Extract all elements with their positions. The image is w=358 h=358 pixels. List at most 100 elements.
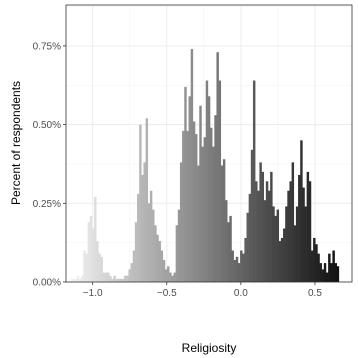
histogram-bar bbox=[186, 130, 189, 282]
histogram-bar bbox=[141, 174, 144, 282]
histogram-bar bbox=[222, 159, 226, 282]
histogram-bar bbox=[147, 203, 151, 282]
histogram-bar bbox=[325, 272, 329, 282]
x-axis: −1.0 −0.5 0.0 0.5 bbox=[83, 282, 322, 299]
histogram-bar bbox=[162, 259, 166, 282]
histogram-bar bbox=[255, 181, 258, 282]
histogram-bar bbox=[310, 250, 314, 282]
histogram-bar bbox=[76, 275, 80, 282]
x-tick-label: −1.0 bbox=[83, 288, 103, 299]
histogram-bar bbox=[227, 222, 230, 282]
y-axis: 0.00% 0.25% 0.50% 0.75% bbox=[33, 41, 66, 289]
histogram-bar bbox=[167, 266, 170, 282]
histogram-bar bbox=[184, 86, 187, 282]
histogram-bar bbox=[313, 237, 316, 282]
histogram-bar bbox=[85, 253, 88, 282]
histogram-bar bbox=[177, 209, 181, 282]
histogram-bar bbox=[173, 272, 176, 282]
histogram-bar bbox=[229, 215, 232, 282]
histogram-bar bbox=[257, 190, 260, 282]
histogram-bar bbox=[302, 187, 305, 282]
histogram-bar bbox=[119, 278, 123, 282]
histogram-bar bbox=[109, 275, 112, 282]
histogram-bar bbox=[104, 272, 108, 282]
histogram-bar bbox=[240, 250, 243, 282]
histogram-bar bbox=[317, 253, 320, 282]
histogram-bar bbox=[169, 272, 172, 282]
histogram-bar bbox=[192, 121, 196, 282]
histogram-bar bbox=[175, 225, 179, 282]
histogram-bar bbox=[246, 212, 249, 282]
histogram-bar bbox=[182, 130, 185, 282]
histogram-bar bbox=[300, 140, 303, 282]
histogram-bar bbox=[263, 200, 267, 282]
histogram-bar bbox=[190, 49, 194, 283]
histogram-bar bbox=[111, 278, 114, 282]
histogram-bar bbox=[160, 250, 164, 282]
histogram-bar bbox=[244, 237, 247, 282]
histogram-bar bbox=[100, 256, 103, 282]
histogram-bar bbox=[214, 115, 217, 282]
histogram-bar bbox=[261, 171, 264, 282]
histogram-bar bbox=[334, 263, 338, 282]
histogram-bar bbox=[89, 215, 93, 282]
histogram-bar bbox=[121, 278, 125, 282]
histogram-bar bbox=[124, 275, 127, 282]
histogram-bar bbox=[289, 181, 292, 282]
histogram-bar bbox=[164, 269, 168, 282]
histogram-bar bbox=[197, 165, 200, 282]
histogram-bar bbox=[149, 190, 153, 282]
histogram-bar bbox=[134, 222, 138, 282]
histogram-bar bbox=[336, 266, 340, 282]
histogram-bar bbox=[70, 278, 73, 282]
histogram-bar bbox=[137, 193, 140, 282]
histogram-bar bbox=[276, 209, 280, 282]
histogram-bar bbox=[188, 96, 191, 282]
histogram-bar bbox=[267, 190, 271, 282]
histogram-bar bbox=[280, 237, 284, 282]
histogram-bar bbox=[328, 253, 331, 282]
histogram-bar bbox=[242, 253, 245, 282]
histogram-bar bbox=[270, 171, 273, 282]
histogram-bar bbox=[319, 263, 322, 282]
histogram-bar bbox=[321, 269, 325, 282]
histogram-bar bbox=[274, 215, 277, 282]
plot-border bbox=[65, 4, 353, 283]
histogram-bar bbox=[94, 197, 97, 282]
histogram-bar bbox=[237, 263, 241, 282]
histogram-bar bbox=[207, 96, 211, 282]
histogram-bar bbox=[308, 181, 312, 282]
histogram-bar bbox=[91, 228, 95, 282]
histogram-bar bbox=[179, 162, 183, 282]
histogram-bar bbox=[201, 146, 204, 282]
histogram-bar bbox=[194, 134, 198, 282]
y-tick-label: 0.75% bbox=[33, 41, 61, 52]
histogram-bar bbox=[278, 241, 282, 282]
y-axis-title: Percent of respondents bbox=[9, 81, 23, 205]
histogram-bar bbox=[143, 162, 146, 282]
histogram-bar bbox=[291, 162, 295, 282]
histogram-bar bbox=[171, 275, 174, 282]
histogram-bar bbox=[332, 250, 335, 282]
histogram-bar bbox=[152, 209, 155, 282]
histogram-bar bbox=[304, 206, 307, 282]
histogram-bar bbox=[106, 272, 110, 282]
histogram-bar bbox=[306, 171, 310, 282]
x-axis-title: Religiosity bbox=[182, 341, 237, 355]
histogram-bar bbox=[315, 244, 318, 282]
histogram-bar bbox=[225, 200, 228, 282]
y-tick-label: 0.00% bbox=[33, 278, 61, 289]
histogram-bar bbox=[81, 275, 84, 282]
histogram-bar bbox=[218, 80, 222, 282]
histogram-bar bbox=[98, 253, 101, 282]
histogram-bar bbox=[295, 206, 299, 282]
histogram-bar bbox=[205, 80, 209, 282]
histogram-bar bbox=[210, 127, 213, 283]
histogram-bar bbox=[158, 241, 161, 282]
histogram-bar bbox=[115, 278, 118, 282]
histogram-bar bbox=[126, 275, 129, 282]
x-tick-label: −0.5 bbox=[157, 288, 177, 299]
histogram-bar bbox=[259, 162, 262, 282]
histogram-bar bbox=[113, 275, 116, 282]
histogram-bar bbox=[231, 250, 234, 282]
